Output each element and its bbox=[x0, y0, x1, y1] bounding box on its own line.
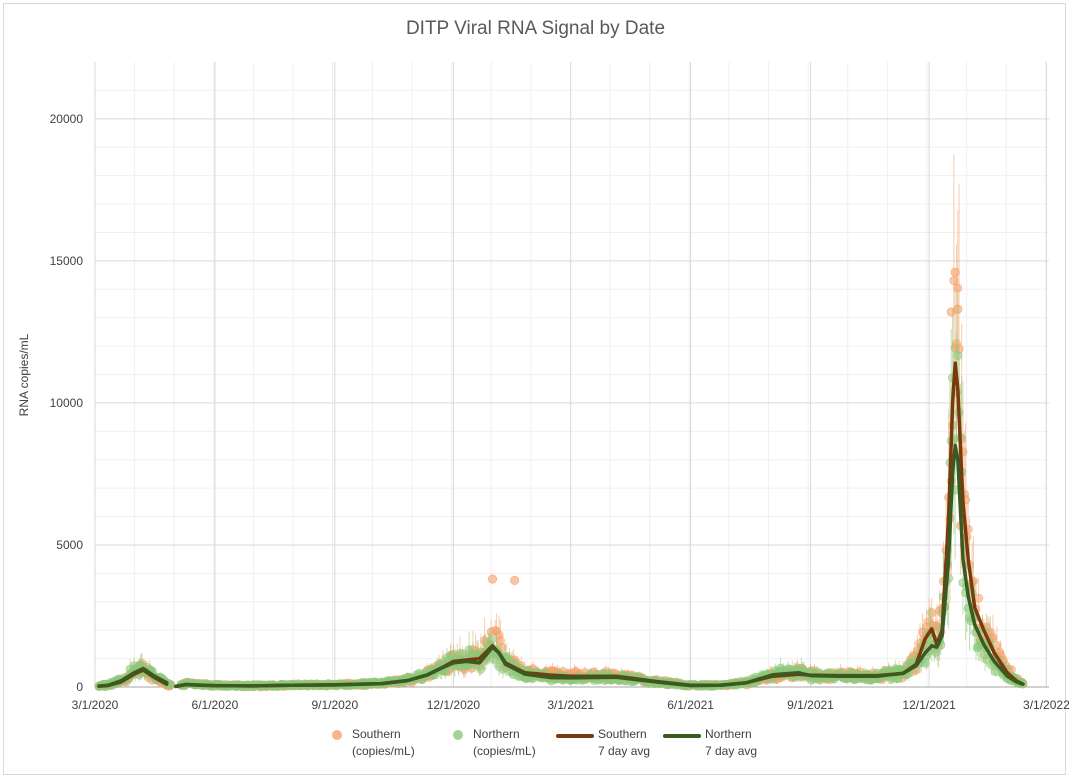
x-tick-label: 12/1/2020 bbox=[427, 698, 481, 712]
southern-point bbox=[510, 575, 520, 585]
legend-label-northern-copies-line2: (copies/mL) bbox=[473, 744, 536, 758]
x-tick-label: 3/1/2022 bbox=[1023, 698, 1070, 712]
y-tick-label: 15000 bbox=[50, 254, 84, 268]
legend-item-southern-copies[interactable]: Southern (copies/mL) bbox=[332, 726, 415, 760]
northern-point bbox=[486, 635, 496, 645]
northern-point bbox=[931, 647, 941, 657]
legend-label-southern-copies-line1: Southern bbox=[352, 727, 401, 741]
legend-label-northern-copies-line1: Northern bbox=[473, 727, 520, 741]
northern-point bbox=[476, 664, 486, 674]
southern-point bbox=[953, 283, 963, 293]
legend-label-southern-avg-line2: 7 day avg bbox=[598, 744, 651, 758]
southern-point bbox=[946, 307, 956, 317]
southern-error-bars bbox=[98, 154, 1024, 687]
y-tick-label: 10000 bbox=[50, 396, 84, 410]
legend-marker-southern-avg bbox=[556, 734, 594, 738]
x-tick-label: 6/1/2020 bbox=[192, 698, 239, 712]
x-tick-label: 12/1/2021 bbox=[902, 698, 956, 712]
legend-marker-southern-copies bbox=[332, 730, 342, 740]
legend-label-northern-avg-line2: 7 day avg bbox=[705, 744, 758, 758]
chart-title: DITP Viral RNA Signal by Date bbox=[405, 18, 666, 39]
legend: Southern (copies/mL) Northern (copies/mL… bbox=[0, 726, 1071, 766]
x-tick-label: 3/1/2020 bbox=[72, 698, 119, 712]
legend-label-northern-avg-line1: Northern bbox=[705, 727, 752, 741]
northern-7day-avg-line bbox=[97, 666, 169, 688]
northern-error-bars bbox=[98, 293, 1024, 687]
legend-label-southern-copies-line2: (copies/mL) bbox=[352, 744, 415, 758]
southern-point bbox=[949, 276, 959, 286]
major-gridlines bbox=[94, 62, 1049, 687]
legend-marker-northern-copies bbox=[453, 730, 463, 740]
x-tick-label: 6/1/2021 bbox=[667, 698, 714, 712]
southern-point bbox=[487, 574, 497, 584]
chart-frame bbox=[3, 3, 1066, 775]
y-tick-label: 20000 bbox=[50, 112, 84, 126]
minor-gridlines bbox=[94, 62, 1049, 687]
legend-label-southern-avg-line1: Southern bbox=[598, 727, 647, 741]
legend-item-northern-copies[interactable]: Northern (copies/mL) bbox=[453, 726, 536, 760]
southern-point bbox=[950, 267, 960, 277]
legend-item-southern-avg[interactable]: Southern 7 day avg bbox=[556, 726, 650, 760]
southern-7day-avg-line bbox=[174, 361, 1025, 689]
northern-7day-avg-line bbox=[174, 443, 1025, 689]
x-tick-label: 3/1/2021 bbox=[547, 698, 594, 712]
legend-item-northern-avg[interactable]: Northern 7 day avg bbox=[663, 726, 757, 760]
x-tick-label: 9/1/2020 bbox=[311, 698, 358, 712]
y-tick-label: 5000 bbox=[56, 538, 83, 552]
x-tick-label: 9/1/2021 bbox=[787, 698, 834, 712]
northern-point bbox=[953, 351, 963, 361]
y-tick-label: 0 bbox=[76, 680, 83, 694]
legend-marker-northern-avg bbox=[663, 734, 701, 738]
